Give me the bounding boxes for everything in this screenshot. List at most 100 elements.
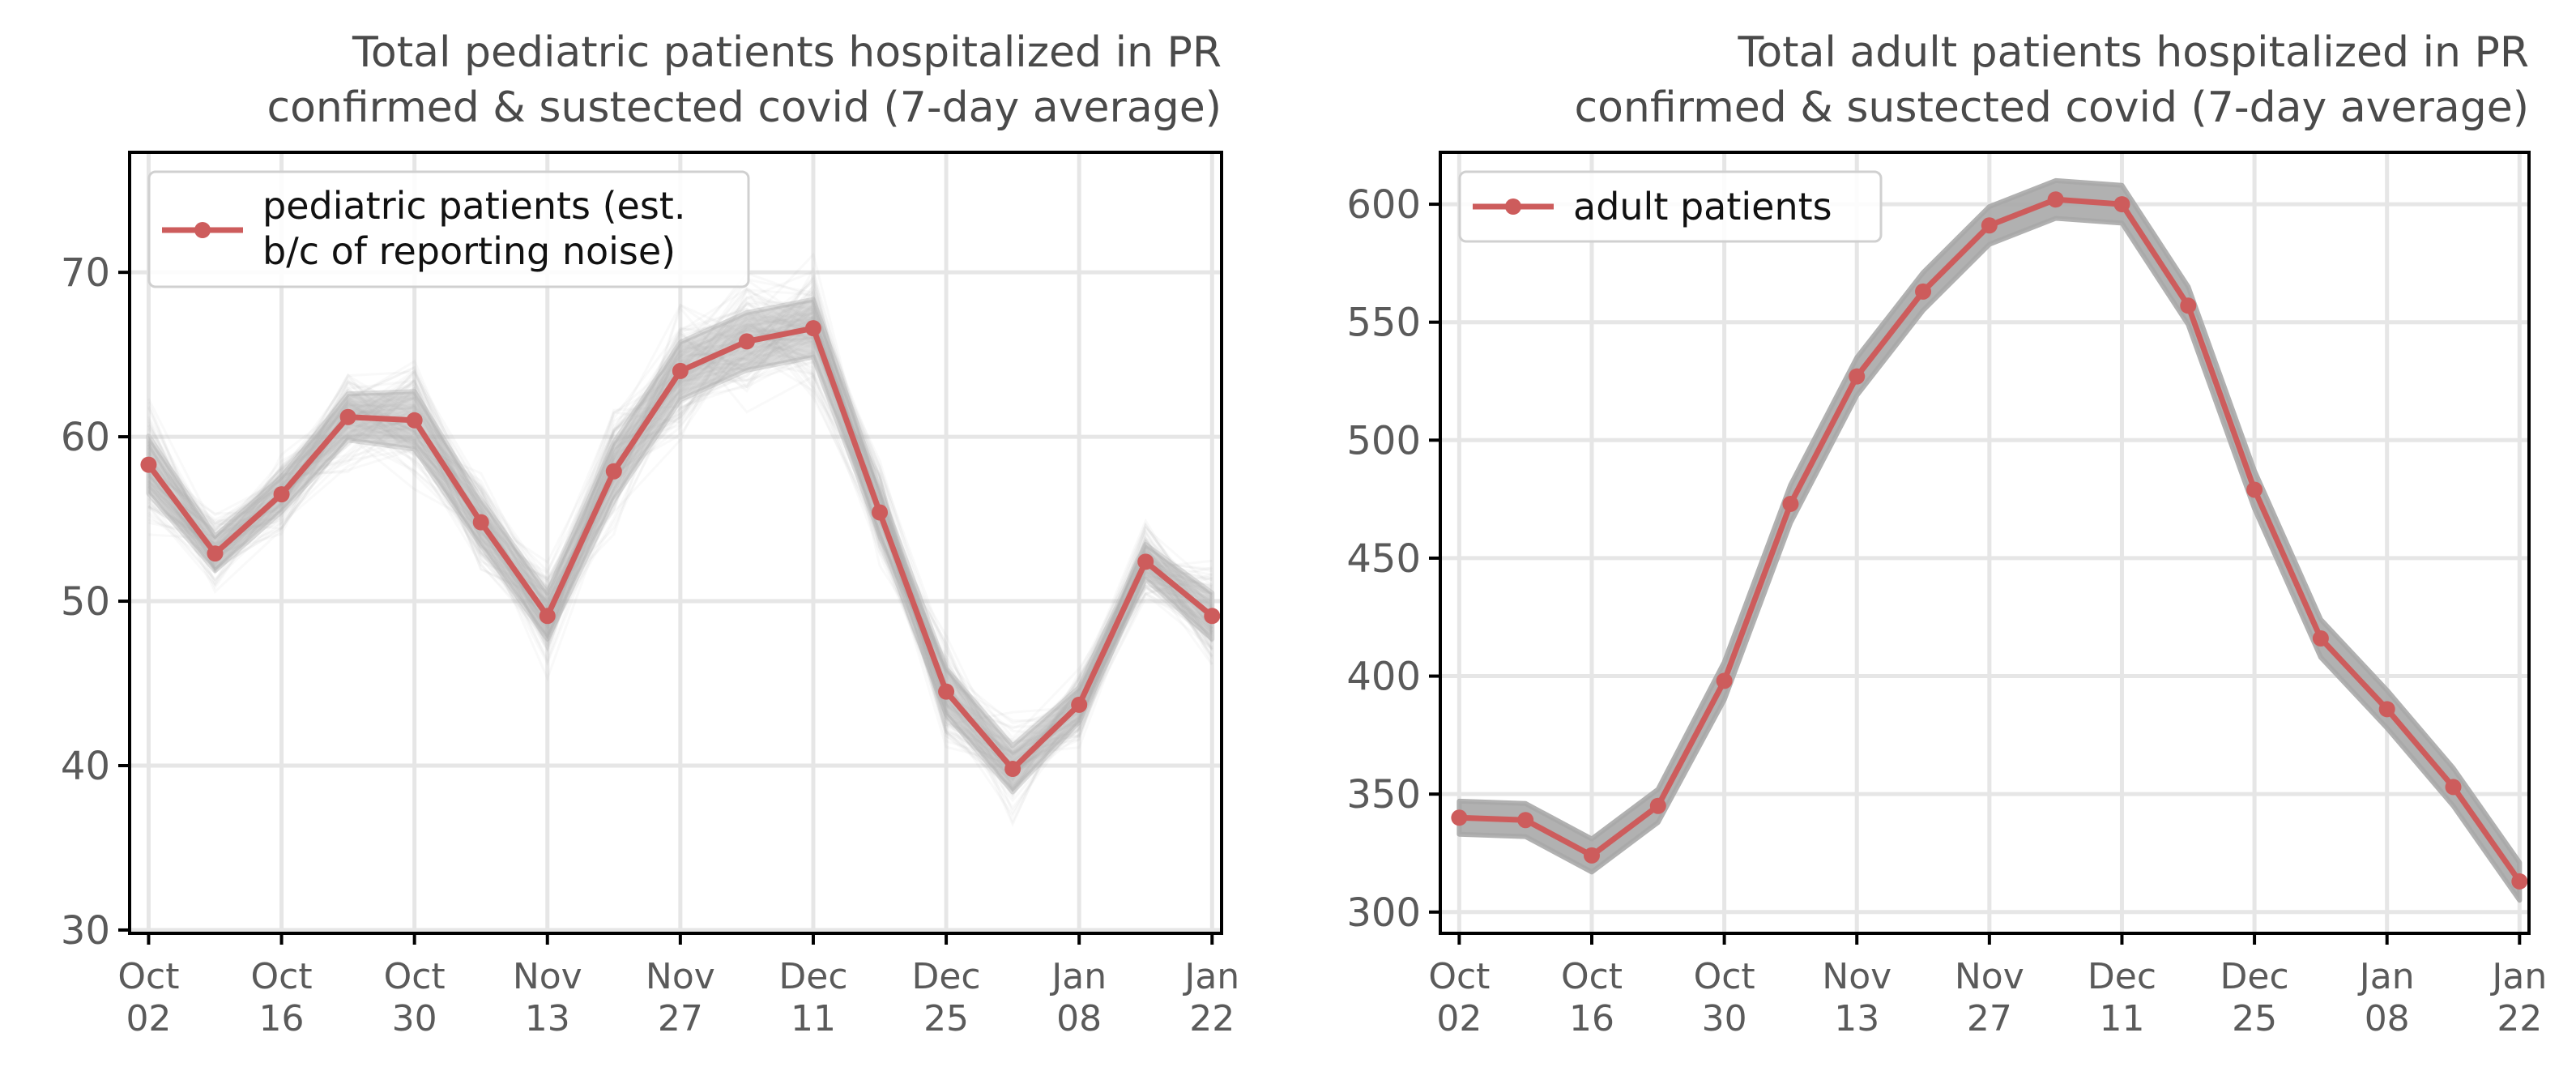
noise-trace [147, 318, 1213, 775]
x-tick-label: 30 [1702, 998, 1747, 1039]
data-point [1782, 495, 1799, 512]
data-point [2445, 779, 2462, 796]
noise-trace [147, 318, 1213, 777]
noise-trace [147, 328, 1213, 755]
x-tick-label: Oct [384, 956, 446, 997]
legend-box [1458, 170, 1883, 243]
noise-trace [147, 275, 1213, 793]
noise-trace [147, 319, 1213, 796]
pediatric-chart-panel: Total pediatric patients hospitalized in… [61, 28, 1239, 1039]
data-point [2378, 701, 2395, 718]
data-point [605, 463, 622, 480]
noise-trace [147, 338, 1213, 725]
y-tick-label: 30 [61, 908, 110, 954]
x-tick-label: 22 [2497, 998, 2542, 1039]
data-point [1716, 672, 1733, 689]
data-point [539, 608, 556, 625]
noise-trace [147, 284, 1213, 782]
x-tick-label: Oct [1694, 956, 1755, 997]
x-tick-label: 25 [2232, 998, 2277, 1039]
data-point [1649, 797, 1666, 814]
noise-trace [147, 323, 1213, 754]
x-tick-label: Dec [911, 956, 980, 997]
legend-point-marker [194, 222, 211, 238]
chart-title-line: Total adult patients hospitalized in PR [1737, 28, 2529, 77]
y-tick-label: 350 [1346, 772, 1421, 817]
x-tick-label: 27 [1967, 998, 2012, 1039]
noise-trace [147, 350, 1213, 745]
noise-trace [147, 335, 1213, 744]
data-point [406, 412, 423, 429]
noise-trace [147, 317, 1213, 792]
x-tick-label: Dec [2088, 956, 2156, 997]
x-tick-label: Dec [2220, 956, 2289, 997]
noise-trace [147, 306, 1213, 791]
noise-trace [147, 325, 1213, 792]
data-point [1004, 761, 1021, 778]
noise-trace [147, 320, 1213, 769]
axes-frame [128, 151, 1223, 935]
noise-trace [147, 297, 1213, 793]
noise-trace [147, 344, 1213, 753]
noise-trace [147, 332, 1213, 770]
legend-label: b/c of reporting noise) [262, 229, 676, 273]
y-tick-label: 70 [61, 250, 110, 296]
y-tick-label: 450 [1346, 536, 1421, 582]
data-point [2246, 481, 2263, 498]
data-point [1849, 368, 1866, 385]
noise-trace [147, 349, 1213, 755]
x-tick-label: Jan [1182, 956, 1239, 997]
noise-trace [147, 331, 1213, 753]
x-tick-label: Oct [251, 956, 313, 997]
y-tick-label: 500 [1346, 418, 1421, 463]
noise-trace [147, 297, 1213, 784]
noise-trace [147, 287, 1213, 754]
x-tick-label: 11 [791, 998, 836, 1039]
noise-trace [147, 297, 1213, 778]
data-point [1915, 283, 1932, 300]
noise-trace [147, 274, 1213, 753]
y-tick-label: 600 [1346, 182, 1421, 228]
y-tick-label: 400 [1346, 655, 1421, 700]
x-tick-label: Oct [1561, 956, 1623, 997]
noise-trace [147, 327, 1213, 757]
data-point [1583, 847, 1600, 864]
chart-title-line: confirmed & sustected covid (7-day avera… [267, 83, 1222, 132]
noise-trace [147, 326, 1213, 774]
noise-trace [147, 309, 1213, 746]
data-point [1137, 553, 1154, 570]
noise-trace [147, 307, 1213, 789]
y-tick-label: 550 [1346, 301, 1421, 346]
data-point [872, 504, 889, 521]
x-tick-label: 11 [2099, 998, 2144, 1039]
noise-trace [147, 277, 1213, 818]
data-point [738, 333, 755, 350]
noise-trace [147, 314, 1213, 765]
noise-trace [147, 315, 1213, 727]
data-point [672, 362, 689, 379]
x-tick-label: 08 [1056, 998, 1102, 1039]
y-tick-label: 60 [61, 415, 110, 460]
noise-trace [147, 289, 1213, 745]
x-tick-label: Oct [1428, 956, 1490, 997]
noise-trace [147, 334, 1213, 776]
x-tick-label: Nov [1955, 956, 2024, 997]
data-point [1981, 217, 1998, 234]
chart-title-line: confirmed & sustected covid (7-day avera… [1574, 83, 2529, 132]
noise-trace [147, 330, 1213, 753]
data-point [339, 408, 356, 425]
x-tick-label: 13 [525, 998, 570, 1039]
noise-trace [147, 312, 1213, 789]
noise-trace [147, 326, 1213, 755]
x-tick-label: Jan [2357, 956, 2415, 997]
y-tick-label: 50 [61, 579, 110, 625]
data-point [2511, 873, 2528, 890]
y-tick-label: 40 [61, 744, 110, 789]
noise-trace [147, 313, 1213, 770]
data-point [140, 456, 157, 473]
noise-trace [147, 317, 1213, 746]
axes-frame [1439, 151, 2531, 935]
x-tick-label: 30 [392, 998, 437, 1039]
x-tick-label: Nov [646, 956, 715, 997]
x-tick-label: 27 [658, 998, 703, 1039]
